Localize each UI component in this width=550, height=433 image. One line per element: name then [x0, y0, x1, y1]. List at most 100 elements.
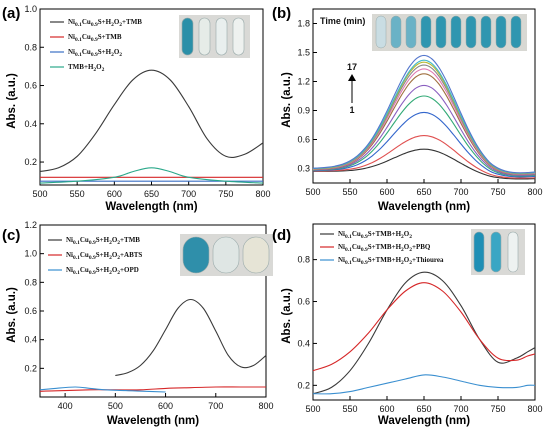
test-tube	[420, 15, 432, 49]
test-tube	[473, 231, 485, 273]
panel-b: 500 550 600 650 700 750 800 0.3 0.6 0.9 1.2 1.5 1.8 W…	[272, 5, 543, 213]
test-tube	[181, 17, 194, 56]
test-tube	[435, 15, 447, 49]
series-line	[312, 73, 536, 176]
y-tick-label: 1.0	[24, 249, 37, 259]
series-line	[312, 59, 536, 174]
legend-label: Ni0.1Cu0.9S+H2O2	[68, 48, 122, 58]
test-tube	[212, 236, 240, 274]
test-tube	[480, 15, 492, 49]
x-tick-label: 750	[490, 404, 505, 414]
y-axis-label: Abs. (a.u.)	[281, 288, 293, 344]
legend-label: Ni0.1Cu0.9S+TMB+H2O2+Thiourea	[338, 256, 444, 266]
x-tick-label: 650	[416, 187, 431, 197]
y-tick-label: 0.2	[24, 363, 37, 373]
y-axis-label: Abs. (a.u.)	[6, 73, 18, 129]
test-tube	[215, 17, 228, 56]
x-tick-label: 700	[181, 189, 196, 199]
test-tube	[390, 15, 402, 49]
y-tick-label: 0.8	[24, 42, 37, 52]
x-tick-label: 500	[305, 187, 320, 197]
x-tick-label: 500	[305, 404, 320, 414]
y-axis-label: Abs. (a.u.)	[6, 287, 18, 343]
test-tube	[242, 236, 270, 274]
y-tick-label: 0.4	[297, 338, 310, 348]
x-tick-label: 750	[218, 189, 233, 199]
arrow-label-bottom: 1	[349, 105, 354, 115]
series-line	[312, 95, 536, 177]
series-line	[312, 111, 536, 178]
x-axis-label: Wavelength (nm)	[105, 201, 197, 213]
series-line	[39, 69, 264, 173]
legend-label: Ni0.1Cu0.9S+H2O2+TMB	[68, 18, 142, 28]
legend-label: Ni0.1Cu0.9S+TMB+H2O2	[338, 230, 412, 240]
y-tick-label: 0.6	[297, 297, 310, 307]
x-tick-label: 400	[58, 401, 73, 411]
series-line	[312, 54, 536, 174]
x-tick-label: 550	[70, 189, 85, 199]
test-tube	[375, 15, 387, 49]
x-axis-label: Wavelength (nm)	[378, 201, 470, 213]
x-tick-label: 600	[379, 187, 394, 197]
panel-letter: (b)	[272, 5, 291, 22]
series-line	[312, 282, 536, 372]
test-tube	[450, 15, 462, 49]
panel-d: 500 550 600 650 700 750 800 0.2 0.4 0.6 0.8 Wavelen…	[272, 223, 543, 427]
x-tick-label: 700	[453, 187, 468, 197]
y-tick-label: 1.5	[297, 48, 310, 58]
legend-label: Ni0.1Cu0.9S+H2O2+ABTS	[66, 251, 142, 261]
series-line	[115, 298, 267, 377]
series-line	[312, 68, 536, 175]
x-tick-label: 700	[453, 404, 468, 414]
x-tick-label: 800	[258, 401, 273, 411]
series-line	[312, 271, 536, 395]
test-tube	[465, 15, 477, 49]
legend-label: Ni0.1Cu0.9S+H2O2+TMB	[66, 236, 140, 246]
test-tube	[490, 231, 502, 273]
series-line	[312, 84, 536, 176]
x-tick-label: 500	[32, 189, 47, 199]
test-tube	[510, 15, 522, 49]
y-tick-label: 1.0	[24, 4, 37, 14]
y-tick-label: 0.8	[297, 255, 310, 265]
y-tick-label: 0.2	[24, 157, 37, 167]
series-line	[39, 386, 266, 392]
series-line	[312, 374, 536, 395]
series-line	[312, 61, 536, 175]
panel-c: 400 500 600 700 800 0.2 0.4 0.6 0.8 1.0 1.2 Wavelen…	[2, 220, 274, 427]
x-axis-label: Wavelength (nm)	[107, 415, 199, 427]
x-tick-label: 750	[490, 187, 505, 197]
test-tube	[232, 17, 245, 56]
x-tick-label: 550	[342, 404, 357, 414]
y-tick-label: 0.4	[24, 119, 37, 129]
series-line	[312, 148, 536, 180]
y-tick-label: 0.6	[24, 306, 37, 316]
x-tick-label: 700	[208, 401, 223, 411]
inset-title: Time (min)	[320, 16, 365, 26]
test-tube	[495, 15, 507, 49]
y-axis-label: Abs. (a.u.)	[281, 72, 293, 128]
legend-label: Ni0.1Cu0.9S+TMB+H2O2+PBQ	[338, 243, 431, 253]
test-tube	[182, 236, 210, 274]
y-tick-label: 0.6	[297, 135, 310, 145]
x-tick-label: 550	[342, 187, 357, 197]
x-tick-label: 600	[158, 401, 173, 411]
panel-a: 500 550 600 650 700 750 800 0.2 0.4 0.6 0.8 1.0 Wave…	[2, 4, 271, 213]
panel-letter: (d)	[272, 227, 291, 244]
test-tube	[405, 15, 417, 49]
series-line	[39, 386, 166, 393]
y-tick-label: 0.2	[297, 380, 310, 390]
series-line	[312, 135, 536, 179]
test-tube	[198, 17, 211, 56]
arrow-head	[348, 74, 356, 81]
x-tick-label: 500	[108, 401, 123, 411]
legend-label: Ni0.1Cu0.9S+TMB	[68, 33, 122, 43]
x-tick-label: 650	[416, 404, 431, 414]
panel-letter: (a)	[2, 5, 20, 22]
y-tick-label: 0.8	[24, 277, 37, 287]
x-tick-label: 600	[107, 189, 122, 199]
y-tick-label: 0.9	[297, 106, 310, 116]
x-axis-label: Wavelength (nm)	[378, 415, 470, 427]
x-tick-label: 800	[527, 404, 542, 414]
